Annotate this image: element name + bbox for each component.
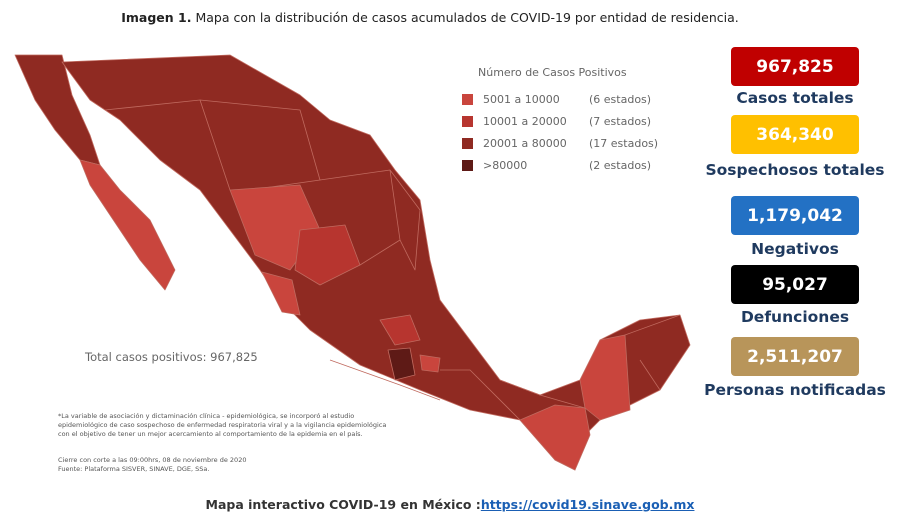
legend-count: (6 estados) [589, 92, 652, 106]
stat-value: 95,027 [731, 265, 859, 304]
guerrero-border [329, 359, 441, 401]
source-line: Cierre con corte a las 09:00hrs, 08 de n… [58, 456, 247, 464]
footnote-line: *La variable de asociación y dictaminaci… [58, 412, 355, 420]
stat-value: 2,511,207 [731, 337, 859, 376]
footer-link[interactable]: https://covid19.sinave.gob.mx [480, 497, 695, 512]
queretaro [379, 314, 421, 346]
stat-value: 364,340 [731, 115, 859, 154]
oaxaca-border [440, 369, 521, 421]
legend: Número de Casos Positivos 5001 a 10000 (6… [462, 66, 658, 176]
morelos [419, 354, 441, 373]
stat-value: 967,825 [731, 47, 859, 86]
states [14, 54, 691, 471]
footnote: *La variable de asociación y dictaminaci… [58, 412, 386, 439]
cdmx-mexico [387, 347, 416, 381]
nuevo-leon-border [389, 169, 421, 271]
source-line: Fuente: Plataforma SISVER, SINAVE, DGE, … [58, 465, 210, 473]
title: Imagen 1. Mapa con la distribución de ca… [0, 10, 860, 25]
baja-california-sur [79, 159, 176, 291]
stat-label: Sospechosos totales [705, 161, 885, 179]
title-text: Mapa con la distribución de casos acumul… [195, 10, 739, 25]
legend-items: 5001 a 10000 (6 estados) 10001 a 20000 (7 e… [462, 88, 658, 176]
legend-count: (2 estados) [589, 158, 652, 172]
footnote-line: epidemiológico de caso sospechoso de enf… [58, 421, 387, 429]
legend-swatch [462, 137, 473, 149]
legend-count: (7 estados) [589, 114, 652, 128]
map [14, 54, 691, 471]
chihuahua-border [199, 99, 321, 191]
legend-count: (17 estados) [589, 136, 659, 150]
campeche [579, 334, 631, 421]
footnote-line: con el objetivo de tener un mejor acerca… [58, 430, 363, 438]
legend-range: 5001 a 10000 [483, 92, 560, 106]
legend-range: >80000 [483, 158, 528, 172]
legend-item: >80000 (2 estados) [462, 154, 658, 176]
mainland [61, 54, 691, 471]
tabasco-border [499, 379, 586, 409]
source: Cierre con corte a las 09:00hrs, 08 de n… [58, 456, 246, 474]
legend-item: 20001 a 80000 (17 estados) [462, 132, 658, 154]
legend-item: 5001 a 10000 (6 estados) [462, 88, 658, 110]
zacatecas [294, 224, 361, 286]
legend-range: 20001 a 80000 [483, 136, 567, 150]
legend-swatch [462, 159, 473, 171]
legend-swatch [462, 115, 473, 127]
coahuila-border [319, 169, 401, 266]
legend-title: Número de Casos Positivos [478, 66, 627, 79]
chiapas [519, 404, 591, 471]
footer: Mapa interactivo COVID-19 en México :htt… [0, 497, 900, 512]
quintana-roo-border [624, 314, 681, 391]
stat-label: Defunciones [740, 308, 850, 326]
stat-label: Personas notificadas [704, 381, 886, 399]
stat-label: Casos totales [736, 89, 854, 107]
stat-value: 1,179,042 [731, 196, 859, 235]
total-cases: Total casos positivos: 967,825 [85, 350, 258, 364]
stat-label: Negativos [751, 240, 839, 258]
legend-range: 10001 a 20000 [483, 114, 567, 128]
nayarit [261, 271, 301, 316]
legend-swatch [462, 93, 473, 105]
footer-text: Mapa interactivo COVID-19 en México : [205, 497, 481, 512]
title-label: Imagen 1. [121, 10, 192, 25]
legend-item: 10001 a 20000 (7 estados) [462, 110, 658, 132]
